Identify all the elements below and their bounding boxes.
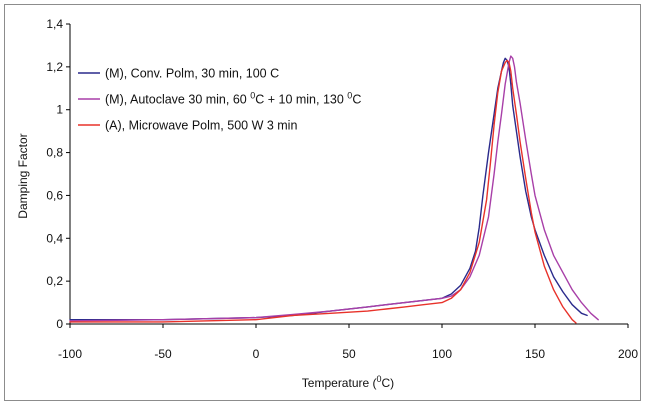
- y-tick-label: 0,8: [46, 146, 63, 160]
- series-line-2: [69, 55, 599, 322]
- x-tick-label: 100: [432, 347, 452, 361]
- y-tick-label: 1,4: [46, 17, 63, 31]
- x-axis-label: Temperature (0C): [302, 374, 394, 390]
- series-line-3: [69, 59, 577, 324]
- y-tick-label: 0,4: [46, 231, 63, 245]
- legend-entry-3: (A), Microwave Polm, 500 W 3 min: [105, 119, 297, 133]
- y-tick-label: 0: [56, 317, 63, 331]
- x-tick-label: 0: [253, 347, 260, 361]
- x-tick-label: 150: [525, 347, 545, 361]
- y-tick-label: 0,6: [46, 188, 63, 202]
- x-tick-label: 200: [618, 347, 638, 361]
- y-tick-label: 1: [56, 103, 63, 117]
- legend-entry-2: (M), Autoclave 30 min, 60 0C + 10 min, 1…: [105, 91, 361, 107]
- series-layer: [69, 55, 599, 324]
- x-tick-label: -50: [154, 347, 172, 361]
- y-tick-label: 1,2: [46, 60, 63, 74]
- x-tick-label: 50: [342, 347, 356, 361]
- y-tick-label: 0,2: [46, 274, 63, 288]
- chart-frame: [4, 4, 641, 401]
- y-axis-label: Damping Factor: [16, 133, 30, 218]
- axes: 0 0,2 0,4 0,6 0,8 1 1,2 1,4 -100 -50 0 50 100 150 200: [46, 17, 638, 361]
- legend: (M), Conv. Polm, 30 min, 100 C (M), Autoc…: [78, 67, 361, 133]
- legend-entry-1: (M), Conv. Polm, 30 min, 100 C: [105, 67, 279, 81]
- x-tick-label: -100: [58, 347, 82, 361]
